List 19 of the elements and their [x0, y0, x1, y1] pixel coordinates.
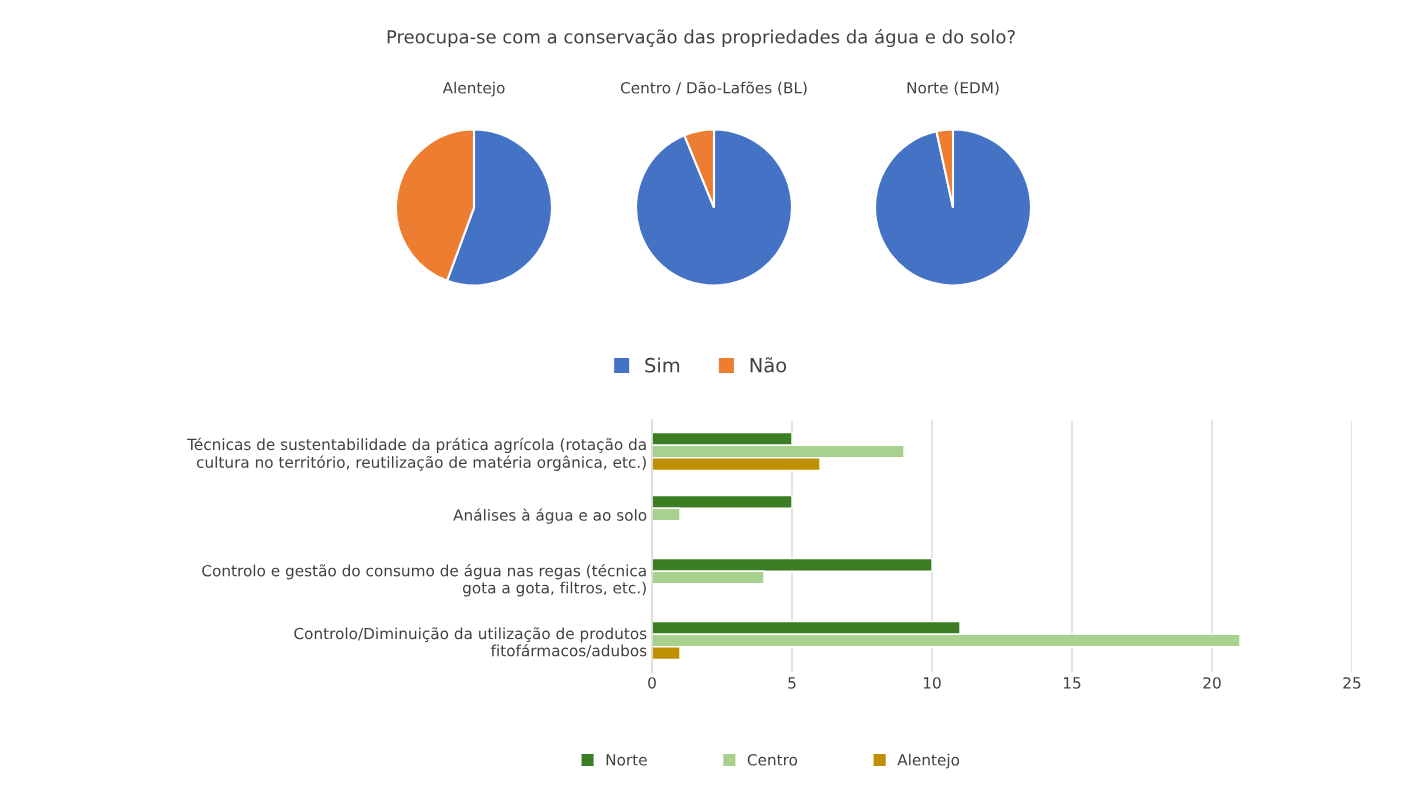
x-tick-label: 20	[1203, 677, 1221, 689]
legend-label: Não	[750, 357, 787, 373]
x-tick-label: 25	[1343, 677, 1361, 689]
slice-label: Centro / Dão-Lafões (BL)	[620, 81, 807, 96]
legend-label: Centro	[747, 754, 798, 766]
y-tick-label: Controlo e gestão do consumo de água nas regas (técnica gota a gota, filtros, etc.)	[202, 564, 646, 597]
y-tick-label: Controlo/Diminuição da utilização de produtos fitofármacos/adubos	[294, 627, 647, 658]
legend-label: Norte	[606, 754, 647, 766]
slice-label: Norte (EDM)	[907, 81, 999, 96]
y-tick-label: Análises à água e ao solo	[453, 508, 647, 524]
slice-label: Alentejo	[442, 81, 505, 97]
y-tick-label: Técnicas de sustentabilidade da prática agrícola (rotação da cultura no território, reutilização de matéria orgânica, etc.)	[187, 437, 646, 471]
x-tick-label: 5	[788, 677, 796, 689]
legend-label: Sim	[645, 357, 680, 373]
legend-label: Alentejo	[897, 753, 960, 769]
x-tick-label: 10	[923, 677, 941, 689]
x-tick-label: 15	[1063, 677, 1081, 689]
chart-title: Preocupa-se com a conservação das propriedades da água e do solo?	[387, 28, 1015, 48]
x-tick-label: 0	[648, 677, 656, 689]
